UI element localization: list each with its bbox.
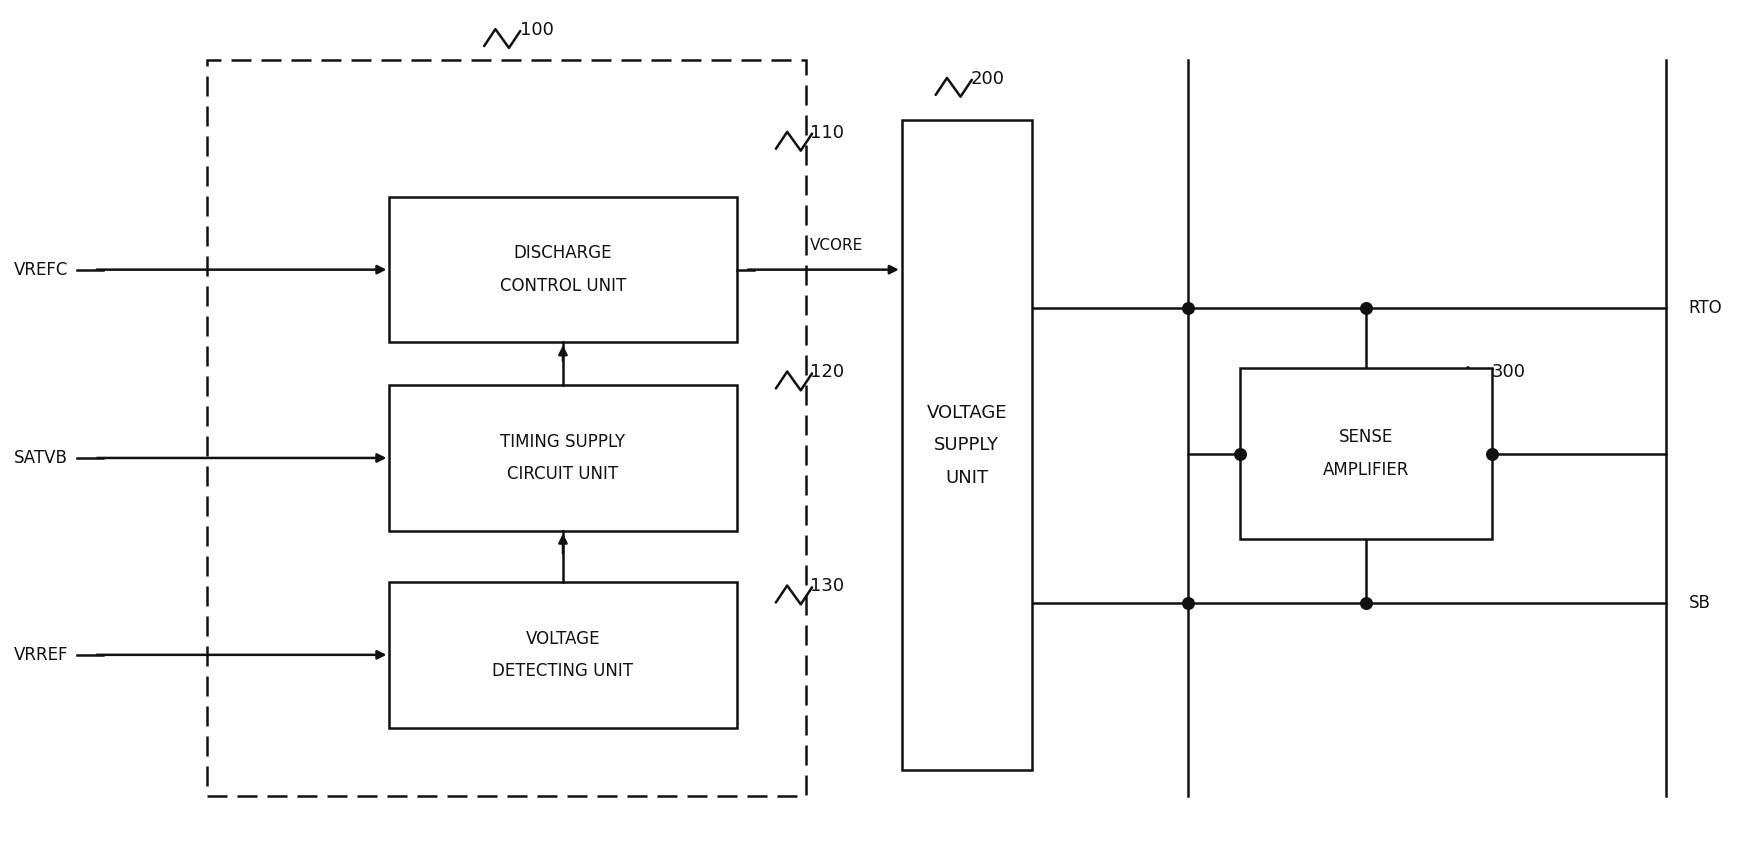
Bar — [389, 197, 736, 342]
Point — [1174, 597, 1202, 610]
Point — [1174, 301, 1202, 315]
Text: 300: 300 — [1493, 363, 1526, 382]
Point — [1352, 301, 1380, 315]
Point — [1479, 447, 1507, 461]
Text: SUPPLY: SUPPLY — [935, 436, 999, 455]
Text: AMPLIFIER: AMPLIFIER — [1324, 461, 1409, 479]
Text: SATVB: SATVB — [14, 449, 68, 467]
Point — [1226, 447, 1254, 461]
Text: VOLTAGE: VOLTAGE — [926, 403, 1006, 422]
Text: 130: 130 — [809, 577, 844, 596]
Text: DETECTING UNIT: DETECTING UNIT — [492, 662, 633, 681]
Text: CONTROL UNIT: CONTROL UNIT — [501, 276, 626, 295]
Text: UNIT: UNIT — [945, 468, 989, 487]
Text: 120: 120 — [809, 363, 844, 382]
Text: VCORE: VCORE — [809, 237, 863, 253]
Text: VRREF: VRREF — [14, 645, 68, 664]
Bar — [389, 385, 736, 531]
Bar — [1240, 368, 1493, 539]
Text: SB: SB — [1688, 594, 1711, 613]
Bar — [389, 582, 736, 728]
Text: SENSE: SENSE — [1339, 428, 1393, 447]
Bar — [902, 120, 1032, 770]
Text: CIRCUIT UNIT: CIRCUIT UNIT — [508, 465, 619, 484]
Text: VOLTAGE: VOLTAGE — [525, 629, 600, 648]
Point — [1352, 597, 1380, 610]
Text: 100: 100 — [520, 21, 553, 39]
Text: DISCHARGE: DISCHARGE — [514, 244, 612, 263]
Text: TIMING SUPPLY: TIMING SUPPLY — [501, 432, 626, 451]
Text: 110: 110 — [809, 123, 844, 142]
Text: RTO: RTO — [1688, 299, 1721, 318]
Text: 200: 200 — [971, 69, 1005, 88]
Text: VREFC: VREFC — [14, 260, 68, 279]
